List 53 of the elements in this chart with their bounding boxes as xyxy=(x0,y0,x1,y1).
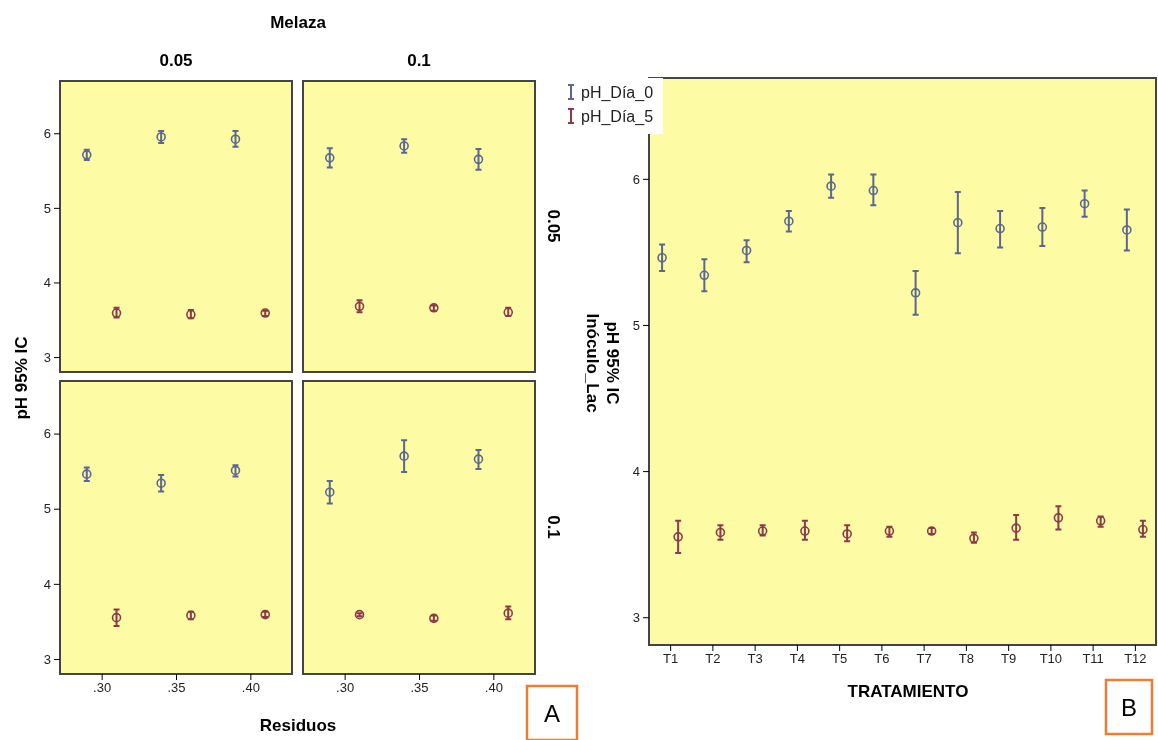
y-tick-label: 6 xyxy=(632,171,640,187)
x-tick-label: T3 xyxy=(747,651,763,667)
x-tick-label: .40 xyxy=(484,680,503,696)
y-axis-title: pH 95% IC Inóculo_Lac xyxy=(583,313,622,413)
text: A xyxy=(543,700,561,727)
point xyxy=(324,153,335,163)
y2-axis-title: 0.05 xyxy=(544,209,563,243)
y-tick-label: 3 xyxy=(632,609,640,625)
x-axis-title: Residuos xyxy=(259,716,337,735)
point xyxy=(156,478,166,488)
point xyxy=(473,454,484,464)
point xyxy=(81,469,92,479)
y-tick-label: 6 xyxy=(43,426,51,442)
legend-label: pH_Día_0 xyxy=(581,84,654,102)
y-tick-label: 5 xyxy=(632,317,640,333)
x-tick-label: T7 xyxy=(916,651,932,667)
x-tick-label: .30 xyxy=(93,680,112,696)
chart-title: 0.1 xyxy=(407,51,431,70)
text: Melaza xyxy=(270,13,327,32)
x-tick-label: T12 xyxy=(1124,651,1147,667)
x-tick-label: .35 xyxy=(410,680,429,696)
y-tick-label: 4 xyxy=(43,275,51,291)
x-tick-label: .40 xyxy=(241,680,260,696)
y-tick-label: 5 xyxy=(43,200,51,216)
point xyxy=(324,487,335,497)
x-tick-label: T11 xyxy=(1082,651,1104,667)
point xyxy=(230,134,241,144)
x-tick-label: T6 xyxy=(874,651,890,667)
x-tick-label: T4 xyxy=(789,651,805,667)
point xyxy=(111,612,122,623)
text: B xyxy=(1120,694,1138,721)
y2-axis-title: 0.1 xyxy=(544,515,563,539)
legend-label: pH_Día_5 xyxy=(581,108,654,126)
x-axis-title: TRATAMIENTO xyxy=(847,682,969,701)
point xyxy=(473,154,484,165)
y-tick-label: 3 xyxy=(43,651,51,667)
point xyxy=(399,451,409,461)
y-tick-label: 4 xyxy=(43,576,51,592)
x-tick-label: .35 xyxy=(167,680,186,696)
y-tick-label: 4 xyxy=(632,463,640,479)
x-tick-label: T9 xyxy=(1001,651,1017,667)
x-tick-label: T2 xyxy=(705,651,721,667)
x-tick-label: T10 xyxy=(1039,651,1063,667)
y-tick-label: 6 xyxy=(43,125,51,141)
x-tick-label: T1 xyxy=(663,651,679,667)
y-tick-label: 5 xyxy=(43,501,51,517)
x-tick-label: T5 xyxy=(832,651,848,667)
point xyxy=(399,141,409,151)
x-tick-label: .30 xyxy=(336,680,355,696)
x-tick-label: T8 xyxy=(958,651,974,667)
y-axis-title: pH 95% IC xyxy=(12,336,31,420)
y-tick-label: 3 xyxy=(43,349,51,365)
chart-title: 0.05 xyxy=(159,51,193,70)
